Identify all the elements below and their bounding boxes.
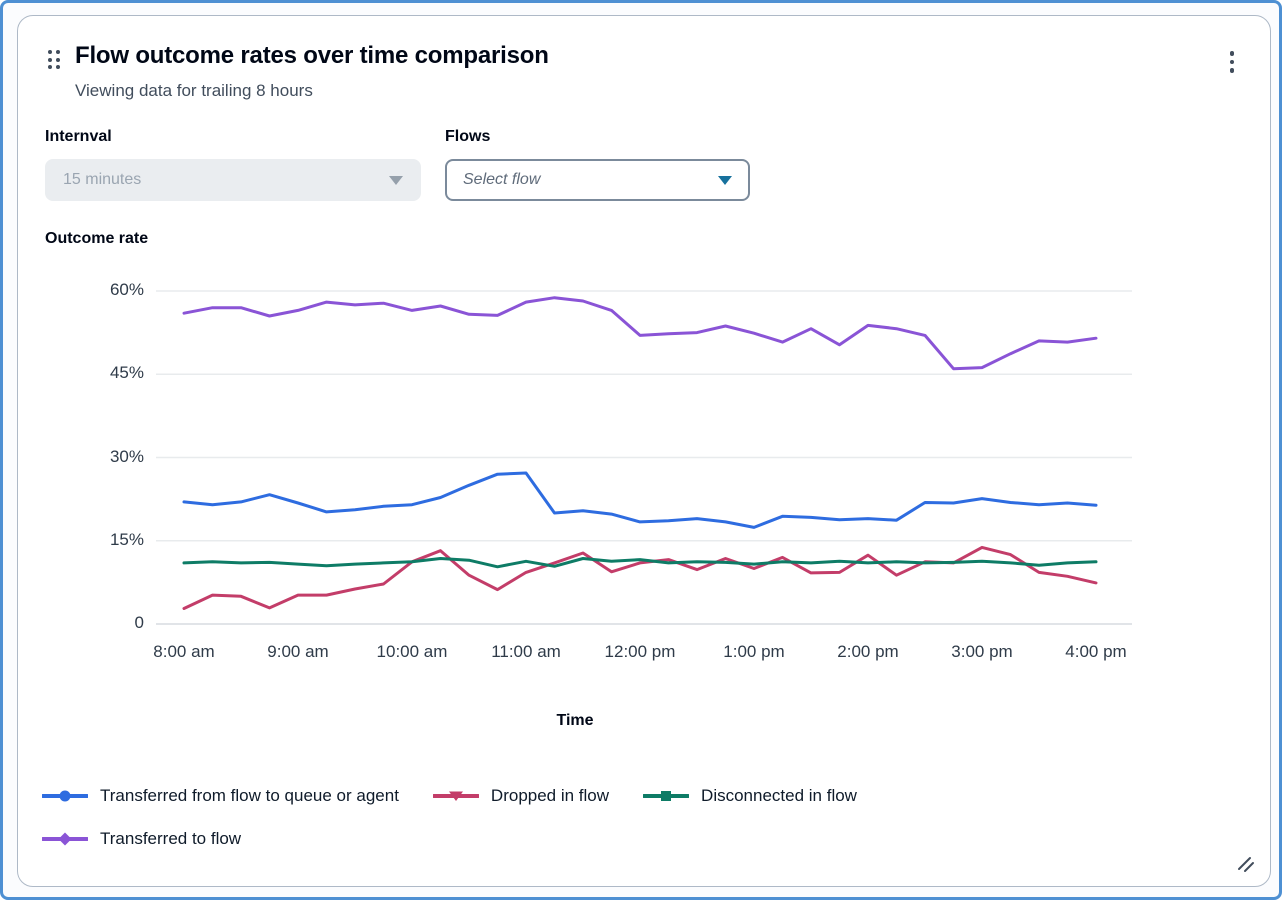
legend-item[interactable]: Dropped in flow <box>432 786 610 806</box>
line-chart <box>156 290 1132 625</box>
legend-diamond-marker-icon <box>42 832 88 846</box>
x-tick-label: 12:00 pm <box>604 642 676 661</box>
legend-label: Dropped in flow <box>490 786 610 805</box>
legend-triangle-down-marker-icon <box>432 791 479 801</box>
series-line <box>182 471 1098 529</box>
x-tick-label: 10:00 am <box>376 642 448 661</box>
flows-select[interactable]: Select flow <box>445 159 750 201</box>
legend-label: Transferred to flow <box>100 829 242 848</box>
flows-label: Flows <box>445 128 491 145</box>
x-tick-label: 3:00 pm <box>951 642 1013 661</box>
x-axis-title: Time <box>556 712 594 729</box>
x-tick-label: 4:00 pm <box>1065 642 1127 661</box>
y-tick-label: 60% <box>109 280 144 299</box>
series-line <box>182 545 1098 610</box>
interval-select: 15 minutes <box>45 159 421 201</box>
x-tick-label: 1:00 pm <box>723 642 785 661</box>
y-tick-label: 15% <box>109 529 144 549</box>
series-line <box>182 296 1098 371</box>
x-tick-label: 9:00 am <box>267 642 329 661</box>
chart-legend: Transferred from flow to queue or agent D… <box>42 786 1072 849</box>
y-tick-label: 0 <box>134 613 144 632</box>
chevron-down-icon <box>718 175 732 185</box>
widget-card: Flow outcome rates over time comparison … <box>17 15 1271 887</box>
series-line <box>182 557 1098 569</box>
x-tick-label: 11:00 am <box>491 642 561 661</box>
legend-circle-marker-icon <box>42 790 88 802</box>
x-tick-label: 8:00 am <box>153 642 215 661</box>
kebab-menu-button[interactable] <box>1214 44 1250 80</box>
flows-select-placeholder: Select flow <box>463 171 541 188</box>
interval-select-value: 15 minutes <box>63 171 142 188</box>
interval-label: Internval <box>45 128 112 145</box>
legend-item[interactable]: Disconnected in flow <box>643 786 857 806</box>
legend-label: Transferred from flow to queue or agent <box>100 786 399 805</box>
legend-item[interactable]: Transferred from flow to queue or agent <box>42 786 399 806</box>
widget-subtitle: Viewing data for trailing 8 hours <box>75 81 313 100</box>
drag-handle-icon[interactable] <box>48 50 63 70</box>
chart-region: 60% 45% 30% 15% 0 8:00 am 9:00 am 10:00 am 11:0… <box>18 264 1272 744</box>
y-tick-label: 30% <box>109 446 144 466</box>
widget-title: Flow outcome rates over time comparison <box>75 42 549 69</box>
legend-item[interactable]: Transferred to flow <box>42 829 241 849</box>
legend-label: Disconnected in flow <box>701 786 857 805</box>
x-tick-label: 2:00 pm <box>837 642 899 661</box>
y-axis-title: Outcome rate <box>45 230 149 247</box>
legend-square-marker-icon <box>643 791 690 801</box>
chevron-down-icon <box>389 175 403 185</box>
y-tick-label: 45% <box>109 363 144 383</box>
resize-handle-icon[interactable] <box>1236 853 1256 873</box>
vertical-ellipsis-icon <box>1229 51 1235 56</box>
